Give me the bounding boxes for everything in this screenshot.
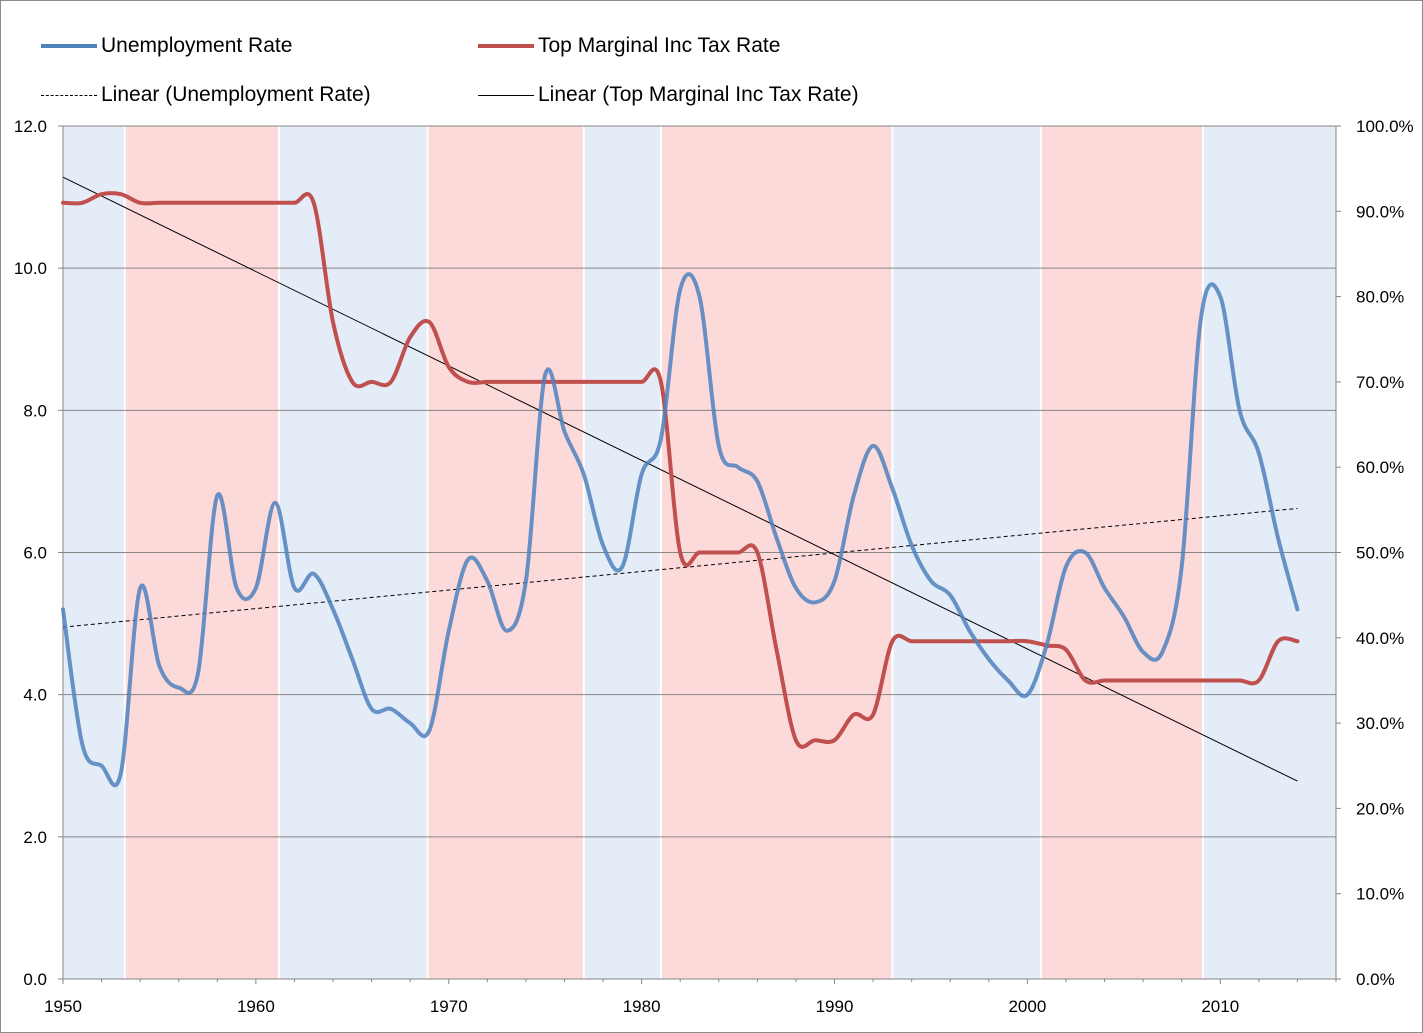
y2-tick-label: 70.0%	[1356, 373, 1404, 392]
y-tick-label: 8.0	[23, 401, 47, 420]
y-tick-label: 10.0	[14, 259, 47, 278]
axes	[58, 125, 1341, 984]
x-tick-label: 1970	[430, 997, 468, 1016]
y2-tick-label: 40.0%	[1356, 629, 1404, 648]
legend-entry-linear-unemployment[interactable]: Linear (Unemployment Rate)	[41, 83, 371, 107]
x-tick-label: 1950	[44, 997, 82, 1016]
series-top-tax-line	[61, 191, 1300, 749]
legend-swatch-linear-top-tax	[478, 94, 534, 96]
trendline-top-tax	[62, 176, 1298, 782]
y-tick-label: 4.0	[23, 686, 47, 705]
series-lines	[61, 191, 1300, 788]
legend-swatch-unemployment	[41, 44, 97, 48]
y2-tick-label: 80.0%	[1356, 288, 1404, 307]
y2-tick-label: 100.0%	[1356, 117, 1414, 136]
legend-entry-top-tax[interactable]: Top Marginal Inc Tax Rate	[478, 34, 780, 58]
legend-entry-linear-top-tax[interactable]: Linear (Top Marginal Inc Tax Rate)	[478, 83, 859, 107]
y2-tick-label: 0.0%	[1356, 970, 1395, 989]
x-tick-label: 1980	[623, 997, 661, 1016]
x-tick-label: 2000	[1008, 997, 1046, 1016]
legend-swatch-linear-unemployment	[41, 94, 97, 96]
y-tick-label: 6.0	[23, 544, 47, 563]
legend-label-linear-top-tax: Linear (Top Marginal Inc Tax Rate)	[538, 83, 859, 106]
y-tick-label: 2.0	[23, 828, 47, 847]
y2-tick-label: 60.0%	[1356, 458, 1404, 477]
legend-label-linear-unemployment: Linear (Unemployment Rate)	[101, 83, 371, 106]
y2-tick-label: 50.0%	[1356, 544, 1404, 563]
x-tick-label: 1990	[816, 997, 854, 1016]
legend-swatch-top-tax	[478, 44, 534, 48]
y-tick-label: 0.0	[23, 970, 47, 989]
series-unemployment-line	[61, 272, 1300, 788]
x-tick-label: 1960	[237, 997, 275, 1016]
legend-label-unemployment: Unemployment Rate	[101, 34, 293, 57]
y2-tick-label: 20.0%	[1356, 799, 1404, 818]
trendlines	[62, 176, 1298, 782]
y2-tick-label: 90.0%	[1356, 202, 1404, 221]
trendline-unemployment	[62, 507, 1298, 628]
legend-entry-unemployment[interactable]: Unemployment Rate	[41, 34, 292, 58]
x-tick-label: 2010	[1201, 997, 1239, 1016]
y2-tick-label: 10.0%	[1356, 885, 1404, 904]
legend-label-top-tax: Top Marginal Inc Tax Rate	[538, 34, 781, 57]
y2-tick-label: 30.0%	[1356, 714, 1404, 733]
y-tick-label: 12.0	[14, 117, 47, 136]
tick-labels: 0.0 2.0 4.0 6.0 8.0 10.0 12.0 0.0% 10.0% 20.0% 30.…	[14, 117, 1414, 1016]
